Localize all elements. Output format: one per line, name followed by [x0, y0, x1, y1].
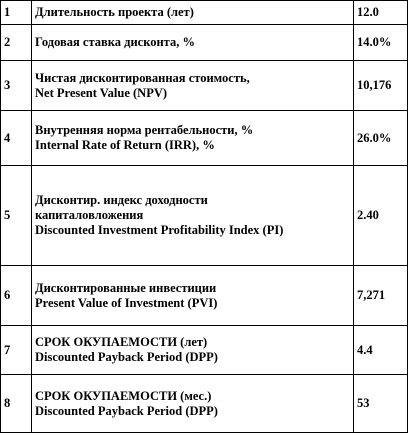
row-index: 8 [0, 374, 32, 433]
row-value: 7,271 [353, 265, 408, 326]
row-value: 14.0% [353, 24, 408, 61]
label-line: Present Value of Investment (PVI) [35, 295, 218, 310]
row-value: 12.0 [353, 0, 408, 25]
row-index: 1 [0, 0, 32, 25]
label-line: СРОК ОКУПАЕМОСТИ (лет) [35, 335, 208, 349]
row-index: 3 [0, 60, 32, 111]
table-row: 7 СРОК ОКУПАЕМОСТИ (лет) Discounted Payb… [0, 325, 408, 375]
row-label: Длительность проекта (лет) [31, 0, 354, 25]
label-line: Годовая ставка дисконта, % [35, 35, 195, 49]
label-line: Дисконтированные инвестиции [35, 280, 217, 295]
row-label: СРОК ОКУПАЕМОСТИ (лет) Discounted Paybac… [31, 325, 354, 375]
label-line: Net Present Value (NPV) [35, 85, 168, 100]
row-index: 6 [0, 265, 32, 326]
table-row: 5 Дисконтир. индекс доходности капиталов… [0, 165, 408, 266]
row-value: 53 [353, 374, 408, 433]
label-line: Дисконтир. индекс доходности [35, 193, 208, 207]
label-line: Discounted Payback Period (DPP) [35, 350, 218, 364]
row-value: 4.4 [353, 325, 408, 375]
table-row: 1 Длительность проекта (лет) 12.0 [0, 0, 408, 25]
table-row: 8 СРОК ОКУПАЕМОСТИ (мес.) Discounted Pay… [0, 374, 408, 433]
row-label: СРОК ОКУПАЕМОСТИ (мес.) Discounted Payba… [31, 374, 354, 433]
label-line: Discounted Investment Profitability Inde… [35, 223, 284, 237]
row-label: Дисконтированные инвестиции Present Valu… [31, 265, 354, 326]
label-line: СРОК ОКУПАЕМОСТИ (мес.) [35, 388, 212, 403]
row-label: Дисконтир. индекс доходности капиталовло… [31, 165, 354, 266]
row-label: Чистая дисконтированная стоимость, Net P… [31, 60, 354, 111]
label-line: Длительность проекта (лет) [35, 5, 194, 19]
table-row: 4 Внутренняя норма рентабельности, % Int… [0, 110, 408, 166]
label-line: капиталовложения [35, 208, 144, 222]
row-value: 2.40 [353, 165, 408, 266]
row-index: 2 [0, 24, 32, 61]
row-label: Годовая ставка дисконта, % [31, 24, 354, 61]
table-row: 2 Годовая ставка дисконта, % 14.0% [0, 24, 408, 61]
row-index: 7 [0, 325, 32, 375]
label-line: Чистая дисконтированная стоимость, [35, 70, 250, 85]
table-row: 6 Дисконтированные инвестиции Present Va… [0, 265, 408, 326]
row-value: 26.0% [353, 110, 408, 166]
label-line: Discounted Payback Period (DPP) [35, 403, 218, 418]
row-index: 4 [0, 110, 32, 166]
row-index: 5 [0, 165, 32, 266]
row-label: Внутренняя норма рентабельности, % Inter… [31, 110, 354, 166]
row-value: 10,176 [353, 60, 408, 111]
label-line: Internal Rate of Return (IRR), % [35, 138, 215, 152]
table-row: 3 Чистая дисконтированная стоимость, Net… [0, 60, 408, 111]
label-line: Внутренняя норма рентабельности, % [35, 123, 254, 137]
